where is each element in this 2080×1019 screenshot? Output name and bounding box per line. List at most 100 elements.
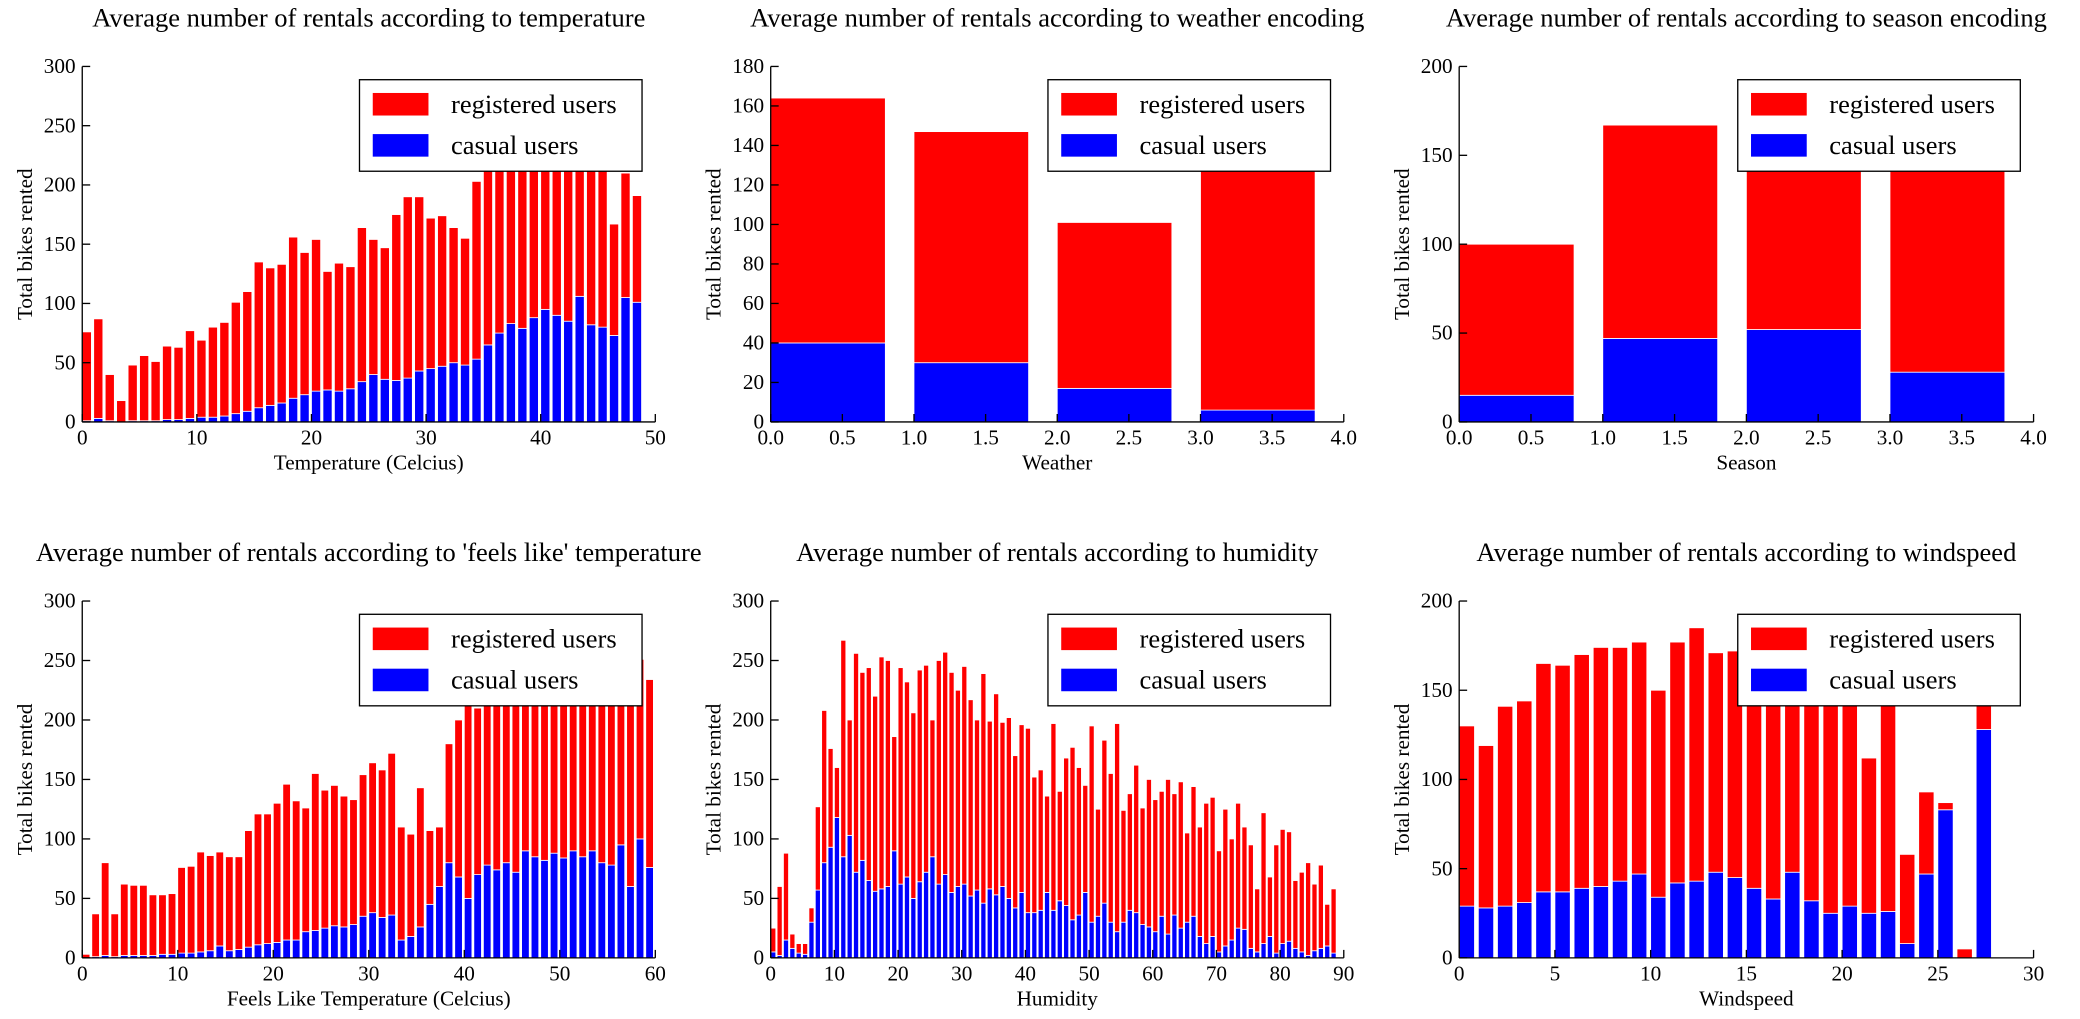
bar-segment [1056, 387, 1173, 423]
bar-segment [1765, 680, 1782, 900]
bar-segment [1726, 650, 1743, 878]
y-tick-label: 100 [1421, 232, 1453, 256]
bar-segment [942, 651, 949, 876]
bar-segment [425, 830, 435, 905]
x-axis-label: Windspeed [1699, 987, 1794, 1011]
bar-segment [1266, 876, 1273, 937]
bar-segment [460, 237, 471, 366]
bar-segment [878, 656, 885, 890]
bar-segment [1203, 802, 1210, 944]
bar-segment [1254, 888, 1261, 953]
bar-segment [1324, 903, 1331, 947]
bar-segment [607, 864, 616, 959]
bar-segment [1841, 905, 1858, 959]
bar-segment [1822, 689, 1839, 914]
bar-segment [770, 342, 886, 423]
bar-segment [1216, 850, 1222, 953]
x-tick-label: 30 [358, 961, 379, 985]
bar-segment [391, 380, 402, 423]
y-tick-label: 0 [753, 410, 764, 434]
bar-segment [1745, 329, 1862, 423]
bar-segment [770, 951, 777, 959]
bar-segment [377, 917, 387, 959]
bar-segment [961, 883, 968, 959]
bar-segment [1114, 931, 1121, 959]
bar-segment [1688, 880, 1705, 959]
bar-segment [358, 774, 368, 917]
bar-segment [913, 362, 1029, 423]
y-tick-label: 250 [732, 648, 764, 672]
bar-segment [253, 407, 264, 423]
bar-segment [139, 355, 150, 422]
y-tick-label: 200 [1421, 589, 1453, 613]
bar-segment [776, 886, 783, 956]
y-tick-label: 100 [44, 827, 76, 851]
bar-segment [1196, 936, 1203, 959]
bar-segment [1311, 950, 1318, 959]
bar-segment [904, 681, 910, 878]
bar-segment [1133, 912, 1140, 959]
x-tick-label: 4.0 [1331, 426, 1358, 450]
bar-segment [884, 886, 891, 959]
bar-segment [1860, 757, 1877, 914]
bar-segment [253, 813, 263, 946]
bar-segment [1292, 947, 1299, 959]
bar-segment [993, 894, 1000, 959]
bar-segment [942, 874, 949, 959]
x-tick-label: 1.5 [1661, 426, 1688, 450]
x-tick-label: 1.0 [901, 426, 928, 450]
bar-segment [1602, 124, 1719, 339]
bar-segment [974, 889, 980, 959]
bar-segment [1458, 243, 1575, 396]
bar-segment [471, 358, 482, 423]
y-tick-label: 0 [753, 946, 764, 970]
y-tick-label: 300 [44, 589, 76, 613]
bar-segment [184, 330, 195, 419]
bar-segment [1803, 900, 1820, 959]
bar-segment [345, 266, 356, 390]
bar-segment [1177, 781, 1184, 929]
bar-segment [859, 671, 866, 861]
bar-segment [795, 952, 802, 959]
bar-segment [853, 652, 859, 873]
bar-segment [1107, 773, 1114, 923]
bar-segment [609, 223, 620, 336]
bar-segment [1458, 905, 1475, 959]
bar-segment [1918, 873, 1935, 959]
bar-segment [916, 881, 923, 959]
bar-segment [387, 914, 396, 959]
x-tick-label: 10 [1640, 961, 1661, 985]
subplot: Average number of rentals according to s… [1390, 3, 2047, 475]
y-tick-label: 50 [54, 350, 75, 374]
bar-segment [148, 894, 158, 956]
bar-segment [551, 314, 562, 423]
legend-swatch [372, 668, 429, 692]
legend-swatch [1751, 627, 1807, 651]
y-tick-label: 100 [44, 291, 76, 315]
bar-segment [368, 374, 379, 423]
legend-label: registered users [1829, 89, 1995, 119]
y-tick-label: 0 [65, 946, 76, 970]
bar-segment [320, 927, 330, 959]
bar-segment [1535, 663, 1552, 893]
legend-swatch [1061, 668, 1117, 692]
bar-segment [311, 390, 322, 423]
bar-segment [1688, 627, 1705, 882]
bar-segment [904, 876, 910, 959]
bar-segment [215, 851, 224, 947]
chart-title: Average number of rentals according to '… [36, 537, 702, 567]
x-axis-label: Feels Like Temperature (Celcius) [227, 987, 511, 1011]
bar-segment [1025, 912, 1031, 959]
bar-segment [244, 946, 253, 959]
bar-segment [1592, 647, 1609, 887]
x-tick-label: 90 [1333, 961, 1354, 985]
bar-segment [645, 679, 654, 868]
y-axis-label: Total bikes rented [1390, 703, 1414, 855]
bar-segment [1247, 844, 1254, 949]
bar-segment [808, 921, 815, 959]
x-tick-label: 50 [1078, 961, 1099, 985]
bar-segment [897, 667, 904, 885]
bar-segment [1228, 838, 1235, 941]
bar-segment [1228, 939, 1235, 959]
bar-segment [1018, 892, 1025, 959]
